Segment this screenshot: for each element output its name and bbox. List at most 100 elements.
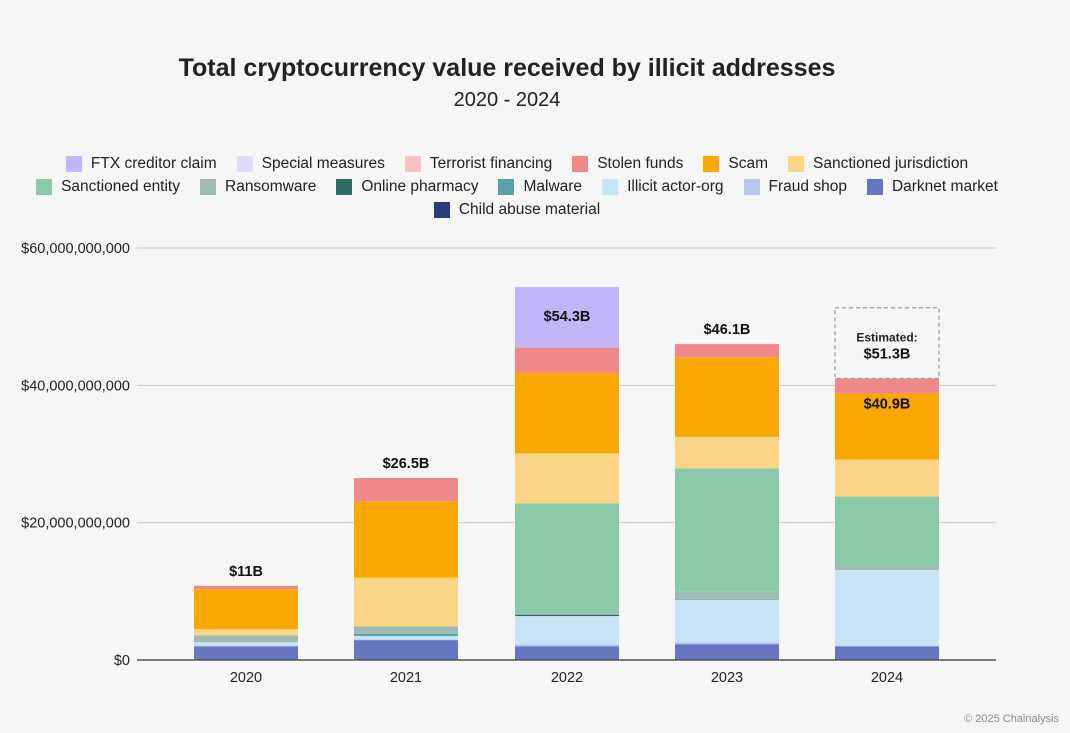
legend-label: FTX creditor claim [90, 155, 217, 172]
bar-segment [675, 644, 779, 660]
bar-segment [675, 598, 779, 600]
x-tick-label: 2021 [390, 670, 422, 686]
bar-segment [835, 566, 939, 571]
legend-label: Malware [523, 178, 583, 195]
legend-swatch [404, 156, 421, 172]
bar-segment [675, 357, 779, 437]
x-tick-label: 2020 [230, 670, 262, 686]
bar-total-label: $54.3B [544, 309, 591, 325]
bar-segment [515, 372, 619, 454]
bar-segment [354, 640, 458, 660]
legend-swatch [336, 179, 353, 195]
y-tick-label: $0 [114, 653, 130, 669]
legend-swatch [572, 156, 589, 172]
bar-segment [354, 478, 458, 502]
bar-segment [835, 646, 939, 660]
x-tick-label: 2024 [871, 670, 903, 686]
bar-segment [194, 645, 298, 647]
bar-segment [515, 287, 619, 348]
legend-swatch [65, 156, 82, 172]
bar-segment [835, 393, 939, 460]
bar-segment [675, 591, 779, 599]
chart-legend: FTX creditor claim Special measures Terror… [20, 155, 1014, 219]
y-tick-label: $40,000,000,000 [21, 378, 130, 394]
y-tick-label: $60,000,000,000 [21, 241, 130, 257]
legend-label: Online pharmacy [361, 178, 479, 195]
legend-item: Online pharmacy [336, 178, 478, 196]
bar-segment [354, 501, 458, 578]
legend-swatch [236, 156, 253, 172]
legend-swatch [433, 202, 450, 218]
bar-total-label: $26.5B [383, 456, 430, 472]
bar-total-label: $46.1B [704, 322, 751, 338]
bar-segment [194, 646, 298, 660]
bar-segment [194, 589, 298, 630]
bar-segment [675, 436, 779, 469]
legend-swatch [498, 179, 515, 195]
bar-segment [515, 613, 619, 615]
bar-segment [194, 635, 298, 643]
legend-swatch [602, 179, 619, 195]
bar-total-label: $40.9B [864, 396, 911, 412]
bar-segment [835, 496, 939, 567]
legend-label: Illicit actor-org [627, 178, 724, 195]
bar-segment [835, 645, 939, 647]
legend-label: Stolen funds [597, 155, 684, 172]
chart-subtitle: 2020 - 2024 [453, 89, 561, 111]
bar-segment [515, 646, 619, 660]
bar-segment [675, 642, 779, 645]
legend-swatch [200, 179, 216, 195]
legend-item: Illicit actor-org [602, 178, 724, 196]
bar-segment [515, 614, 619, 617]
estimate-box [834, 307, 940, 380]
bar-segment [835, 570, 939, 646]
legend-item: FTX creditor claim [65, 155, 217, 173]
legend-item: Sanctioned jurisdiction [788, 155, 968, 173]
legend-label: Child abuse material [458, 201, 601, 218]
copyright-notice: © 2025 Chainalysis [964, 713, 1059, 725]
legend-item: Stolen funds [572, 155, 683, 173]
legend-item: Sanctioned entity [36, 178, 180, 196]
estimate-value-label: $51.3B [864, 347, 911, 363]
bar-segment [675, 344, 779, 358]
legend-swatch [36, 179, 53, 195]
legend-item: Child abuse material [433, 201, 601, 219]
legend-item: Scam [703, 155, 768, 173]
legend-label: Darknet market [891, 178, 998, 195]
legend-item: Malware [498, 178, 582, 196]
bar-segment [835, 378, 939, 394]
legend-item: Special measures [236, 155, 385, 173]
bar-segment [354, 626, 458, 634]
bar-segment [194, 642, 298, 646]
bar-segment [515, 644, 619, 647]
legend-swatch [743, 179, 760, 195]
legend-swatch [703, 156, 720, 172]
bar-segment [675, 599, 779, 643]
y-tick-label: $20,000,000,000 [21, 516, 130, 532]
bar-segment [194, 629, 298, 636]
legend-label: Sanctioned jurisdiction [813, 155, 969, 172]
bar-segment [515, 503, 619, 614]
legend-label: Scam [728, 155, 768, 172]
bar-segment [675, 468, 779, 592]
legend-swatch [866, 179, 883, 195]
bar-segment [194, 585, 298, 590]
bar-segment [515, 453, 619, 504]
legend-item: Fraud shop [743, 178, 847, 196]
legend-label: Sanctioned entity [61, 178, 180, 195]
legend-item: Darknet market [866, 178, 998, 196]
x-tick-label: 2022 [551, 670, 583, 686]
chart-title: Total cryptocurrency value received by i… [178, 54, 836, 82]
bar-segment [515, 616, 619, 645]
bar-segment [354, 635, 458, 640]
x-tick-label: 2023 [711, 670, 743, 686]
legend-item: Ransomware [200, 178, 316, 196]
legend-label: Terrorist financing [429, 155, 553, 172]
bar-segment [835, 459, 939, 497]
estimate-label: Estimated: [856, 331, 917, 345]
legend-swatch [788, 156, 804, 172]
bar-segment [354, 639, 458, 641]
legend-label: Ransomware [225, 178, 317, 195]
legend-label: Fraud shop [768, 178, 847, 195]
